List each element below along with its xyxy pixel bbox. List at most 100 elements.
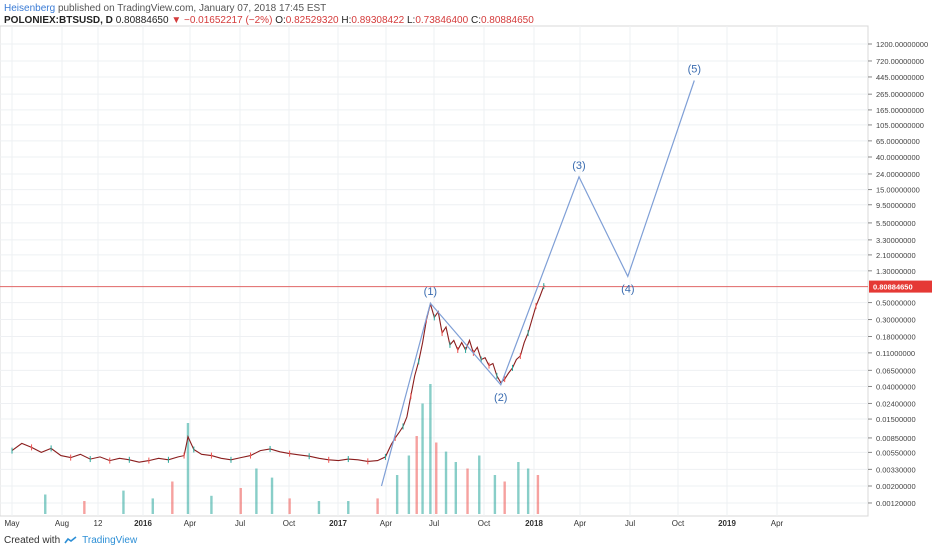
x-tick-label: 2018 bbox=[525, 519, 543, 528]
x-tick-label: 2017 bbox=[329, 519, 347, 528]
y-tick-label: 0.30000000 bbox=[876, 316, 916, 325]
wave-label: (5) bbox=[688, 63, 701, 75]
volume-bar bbox=[210, 495, 213, 514]
volume-bar bbox=[151, 498, 154, 514]
y-tick-label: 9.50000000 bbox=[876, 201, 916, 210]
x-tick-label: 2019 bbox=[718, 519, 736, 528]
volume-bar bbox=[347, 501, 350, 514]
volume-bar bbox=[421, 403, 424, 514]
author-link[interactable]: Heisenberg bbox=[4, 3, 56, 14]
volume-bar bbox=[395, 475, 399, 514]
last-price: 0.80884650 bbox=[115, 15, 169, 26]
volume-bar bbox=[435, 442, 438, 514]
y-tick-label: 445.00000000 bbox=[876, 73, 924, 82]
x-tick-label: Apr bbox=[184, 519, 197, 528]
wave-label: (4) bbox=[621, 283, 634, 295]
low-label: L: bbox=[407, 15, 416, 26]
volume-bar bbox=[288, 498, 291, 514]
y-tick-label: 105.00000000 bbox=[876, 121, 924, 130]
y-tick-label: 0.00550000 bbox=[876, 448, 916, 457]
volume-bar bbox=[478, 455, 481, 514]
volume-bar bbox=[415, 436, 418, 514]
publish-info: published on TradingView.com, January 07… bbox=[57, 3, 327, 14]
publish-header: Heisenberg published on TradingView.com,… bbox=[4, 2, 326, 15]
x-tick-label: May bbox=[4, 519, 19, 528]
volume-bar bbox=[454, 462, 457, 514]
volume-bar bbox=[407, 455, 411, 514]
x-tick-label: Apr bbox=[380, 519, 393, 528]
wave-label: (3) bbox=[572, 160, 585, 172]
y-tick-label: 65.00000000 bbox=[876, 137, 920, 146]
x-tick-label: Oct bbox=[672, 519, 685, 528]
y-tick-label: 0.18000000 bbox=[876, 333, 916, 342]
x-tick-label: Apr bbox=[574, 519, 587, 528]
y-tick-label: 0.50000000 bbox=[876, 299, 916, 308]
volume-bar bbox=[536, 475, 540, 514]
volume-bar bbox=[317, 501, 321, 514]
volume-bar bbox=[376, 498, 379, 514]
y-tick-label: 0.00330000 bbox=[876, 465, 916, 474]
x-tick-label: Jul bbox=[429, 519, 439, 528]
y-tick-label: 3.30000000 bbox=[876, 236, 916, 245]
price-change: −0.01652217 (−2%) bbox=[184, 15, 273, 26]
y-tick-label: 0.11000000 bbox=[876, 349, 915, 358]
tradingview-brand-link[interactable]: TradingView bbox=[82, 535, 138, 546]
high-label: H: bbox=[341, 15, 352, 26]
x-tick-label: Jul bbox=[625, 519, 635, 528]
symbol-info-line: POLONIEX:BTSUSD, D 0.80884650 ▼ −0.01652… bbox=[4, 14, 534, 27]
close-label: C: bbox=[470, 15, 481, 26]
tradingview-logo-icon bbox=[64, 536, 77, 544]
y-tick-label: 0.00850000 bbox=[876, 434, 916, 443]
x-tick-label: Oct bbox=[283, 519, 296, 528]
volume-bar bbox=[466, 468, 469, 514]
y-tick-label: 2.10000000 bbox=[876, 251, 916, 260]
y-tick-label: 40.00000000 bbox=[876, 153, 920, 162]
y-tick-label: 5.50000000 bbox=[876, 219, 916, 228]
x-tick-label: 2016 bbox=[134, 519, 152, 528]
y-tick-label: 15.00000000 bbox=[876, 186, 920, 195]
open-value: 0.82529320 bbox=[285, 15, 339, 26]
y-tick-label: 24.00000000 bbox=[876, 170, 920, 179]
volume-bar bbox=[255, 468, 258, 514]
volume-bar bbox=[429, 384, 432, 514]
symbol-name[interactable]: POLONIEX:BTSUSD, D bbox=[4, 15, 113, 26]
volume-bar bbox=[493, 475, 497, 514]
x-tick-label: Apr bbox=[771, 519, 784, 528]
wave-line bbox=[380, 80, 695, 487]
low-value: 0.73846400 bbox=[415, 15, 469, 26]
wave-label: (1) bbox=[424, 286, 437, 298]
y-tick-label: 1.30000000 bbox=[876, 267, 916, 276]
last-price-tag bbox=[869, 280, 932, 293]
y-tick-label: 0.04000000 bbox=[876, 382, 916, 391]
y-tick-label: 0.00120000 bbox=[876, 499, 916, 508]
y-tick-label: 165.00000000 bbox=[876, 106, 924, 115]
volume-bar bbox=[239, 488, 242, 514]
y-tick-label: 265.00000000 bbox=[876, 90, 924, 99]
wave-label: (2) bbox=[494, 392, 507, 404]
y-tick-label: 0.01500000 bbox=[876, 415, 916, 424]
open-label: O: bbox=[275, 15, 286, 26]
volume-bar bbox=[122, 490, 125, 514]
down-arrow-icon: ▼ bbox=[171, 15, 182, 26]
volume-bar bbox=[171, 481, 174, 514]
footer: Created with TradingView bbox=[4, 535, 137, 546]
x-tick-label: Aug bbox=[55, 519, 69, 528]
last-price-label: 0.80884650 bbox=[873, 283, 913, 292]
y-tick-label: 0.00200000 bbox=[876, 482, 916, 491]
volume-bar bbox=[44, 494, 47, 514]
y-tick-label: 0.02400000 bbox=[876, 399, 916, 408]
price-chart[interactable]: 1200.00000000 720.00000000 445.00000000 265… bbox=[0, 0, 932, 530]
x-tick-label: 12 bbox=[94, 519, 103, 528]
volume-bar bbox=[83, 501, 86, 514]
y-tick-label: 720.00000000 bbox=[876, 57, 924, 66]
x-tick-label: Oct bbox=[478, 519, 491, 528]
y-tick-label: 0.06500000 bbox=[876, 366, 916, 375]
created-with-text: Created with bbox=[4, 535, 61, 546]
y-tick-label: 1200.00000000 bbox=[876, 40, 928, 49]
volume-bar bbox=[270, 477, 274, 514]
high-value: 0.89308422 bbox=[351, 15, 405, 26]
price-line bbox=[11, 285, 546, 463]
volume-bar bbox=[186, 423, 190, 514]
volume-bar bbox=[517, 462, 520, 514]
close-value: 0.80884650 bbox=[480, 15, 534, 26]
